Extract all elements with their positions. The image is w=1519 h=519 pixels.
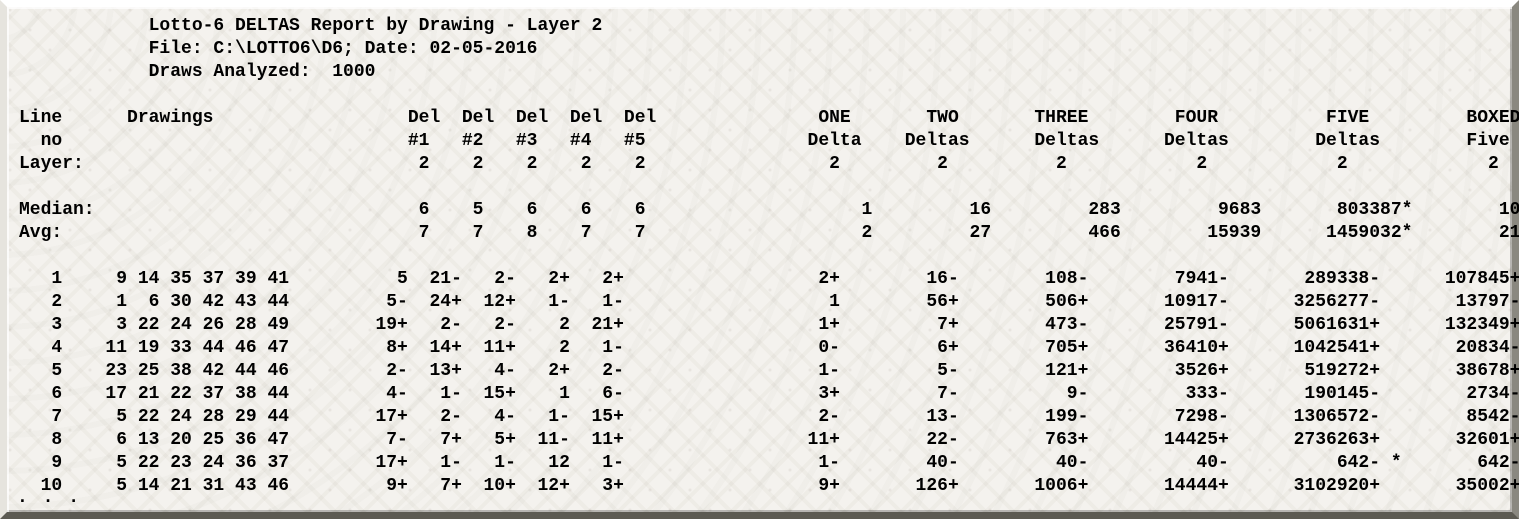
truncation-ellipsis: . . . [17, 488, 81, 508]
report-text: Lotto-6 DELTAS Report by Drawing - Layer… [19, 15, 1500, 498]
report-panel: Lotto-6 DELTAS Report by Drawing - Layer… [0, 0, 1519, 519]
